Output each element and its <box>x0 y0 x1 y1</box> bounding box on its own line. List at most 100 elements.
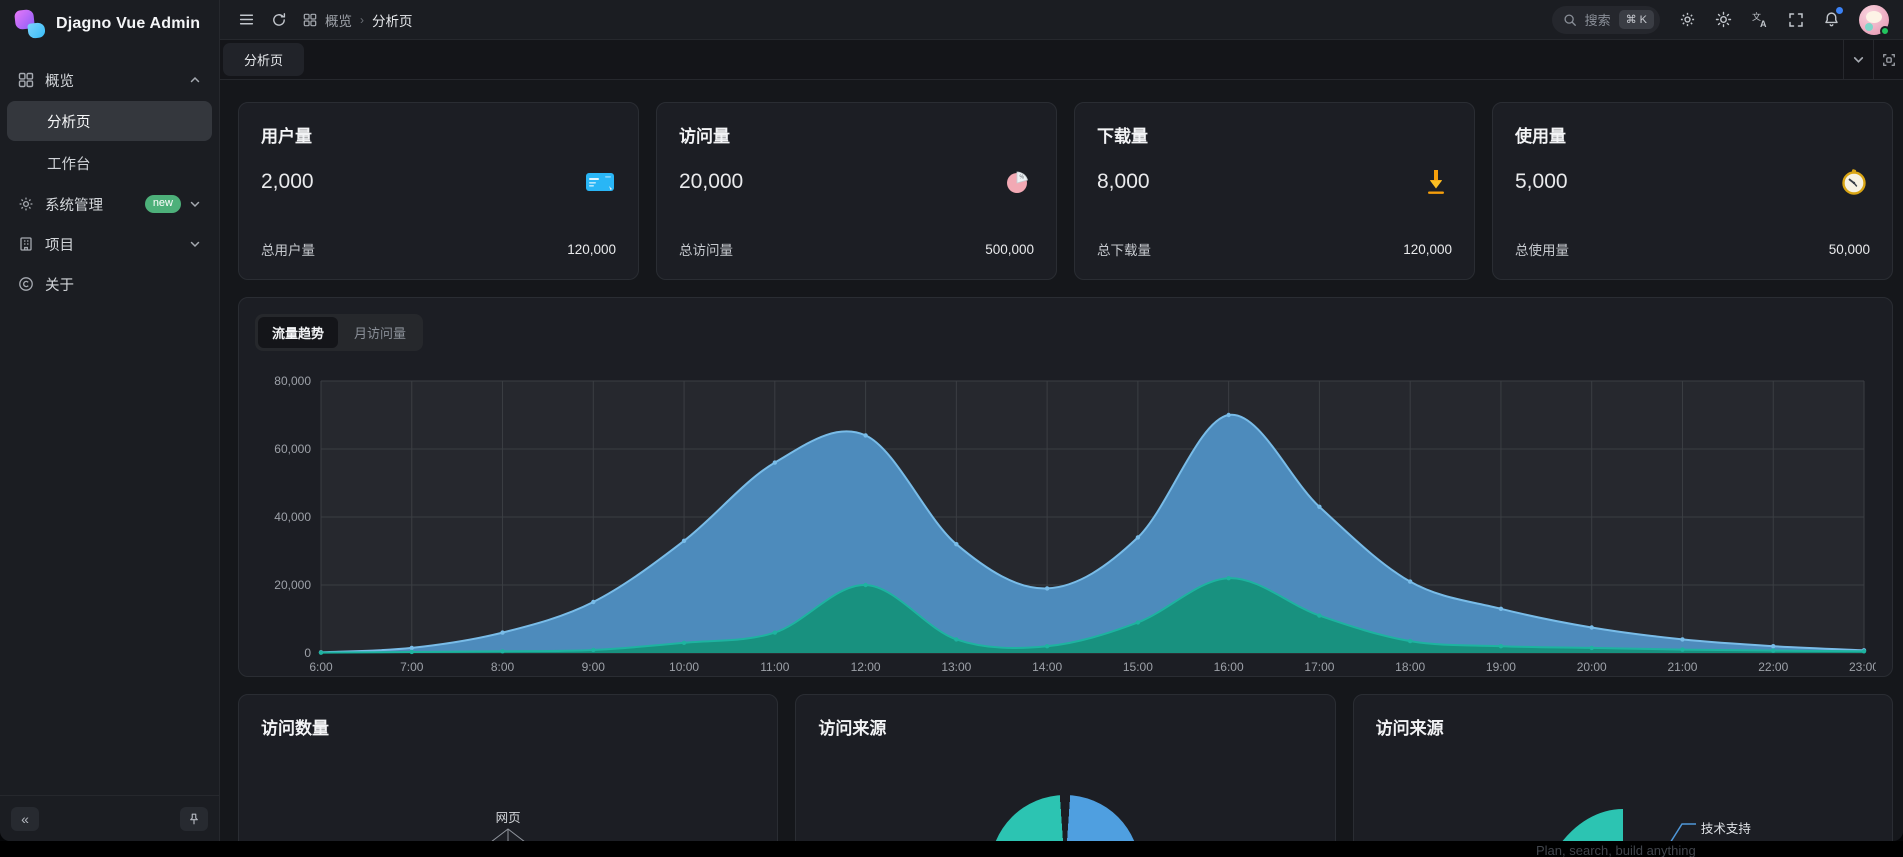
sidebar-item-label: 概览 <box>45 73 74 90</box>
download-icon <box>1420 166 1452 198</box>
svg-text:40,000: 40,000 <box>274 510 311 524</box>
svg-text:60,000: 60,000 <box>274 442 311 456</box>
maximize-icon <box>1882 53 1896 67</box>
bottom-cards-row: 访问数量 网页 访问来源 <box>238 694 1893 841</box>
search-input[interactable]: 搜索 ⌘ K <box>1551 5 1660 34</box>
card-title: 访问来源 <box>1375 719 1444 738</box>
stat-footer-label: 总使用量 <box>1515 243 1569 258</box>
online-status-dot <box>1880 25 1890 36</box>
pie-slice-shape <box>1530 809 1623 841</box>
svg-text:20,000: 20,000 <box>274 578 311 592</box>
tab-traffic-trends[interactable]: 流量趋势 <box>258 317 339 348</box>
svg-text:A: A <box>1760 19 1767 29</box>
pie-chart-icon: % <box>1002 166 1034 198</box>
stat-footer-value: 50,000 <box>1828 241 1870 257</box>
svg-text:14:00: 14:00 <box>1032 660 1062 674</box>
grid-icon <box>18 72 34 88</box>
chevron-up-icon <box>189 74 201 86</box>
background-hint-text: Plan, search, build anything <box>1536 843 1696 857</box>
refresh-icon[interactable] <box>271 12 287 28</box>
visit-source-pie-card: 访问来源 <box>795 694 1336 841</box>
svg-text:18:00: 18:00 <box>1395 660 1425 674</box>
sun-theme-icon[interactable] <box>1715 11 1732 28</box>
pie-label-callout: 技术支持 <box>1663 813 1751 841</box>
traffic-trends-card: 流量趋势 月访问量 0 20,000 40,000 60,000 80,000 6:00 7… <box>238 297 1893 677</box>
gear-icon[interactable] <box>1679 11 1696 28</box>
sidebar-menu: 概览 分析页 工作台 系统管理 <box>0 48 219 304</box>
svg-text:15:00: 15:00 <box>1123 660 1153 674</box>
stat-card-visits: 访问量 20,000 % 总访问量 <box>656 102 1057 280</box>
avatar[interactable] <box>1859 4 1890 36</box>
content: 用户量 2,000 <box>220 80 1903 841</box>
stat-card-title: 使用量 <box>1515 127 1566 146</box>
sidebar-item-analysis[interactable]: 分析页 <box>7 101 212 141</box>
logo-row: Djagno Vue Admin <box>0 0 219 48</box>
sidebar-collapse-button[interactable]: « <box>11 806 39 831</box>
fullscreen-icon[interactable] <box>1788 12 1804 28</box>
sidebar-item-workbench[interactable]: 工作台 <box>7 143 212 183</box>
hamburger-menu-icon[interactable] <box>238 11 255 28</box>
tabs-dropdown-button[interactable] <box>1843 40 1873 79</box>
stat-card-usage: 使用量 5,000 <box>1492 102 1893 280</box>
notifications-bell-icon[interactable] <box>1823 7 1843 28</box>
sidebar-item-projects[interactable]: 项目 <box>7 224 212 264</box>
top-header: 概览 › 分析页 搜索 ⌘ K <box>220 0 1903 40</box>
main-area: 概览 › 分析页 搜索 ⌘ K <box>220 0 1903 841</box>
stat-card-users: 用户量 2,000 <box>238 102 639 280</box>
search-placeholder: 搜索 <box>1584 13 1611 28</box>
maximize-content-button[interactable] <box>1873 40 1903 79</box>
sidebar-item-label: 工作台 <box>47 156 91 173</box>
tab-analysis[interactable]: 分析页 <box>223 43 305 76</box>
stat-cards-row: 用户量 2,000 <box>238 102 1893 280</box>
sidebar-item-about[interactable]: 关于 <box>7 264 212 304</box>
stat-card-value: 2,000 <box>261 170 314 193</box>
callout-line <box>1670 823 1696 841</box>
svg-text:23:00: 23:00 <box>1849 660 1876 674</box>
app-title: Djagno Vue Admin <box>56 15 201 32</box>
chevron-down-icon <box>189 198 201 210</box>
tab-monthly-visits[interactable]: 月访问量 <box>340 317 420 348</box>
sidebar-item-overview[interactable]: 概览 <box>7 60 212 100</box>
stat-footer-label: 总下载量 <box>1097 243 1151 258</box>
pie-slice-label: 技术支持 <box>1700 822 1751 836</box>
stat-card-title: 用户量 <box>261 127 312 146</box>
visit-source-gauge-card: 访问来源 技术支持 <box>1352 694 1893 841</box>
stat-card-value: 5,000 <box>1515 170 1568 193</box>
search-icon <box>1563 13 1577 27</box>
stat-card-downloads: 下载量 8,000 <box>1074 102 1475 280</box>
svg-text:文: 文 <box>1752 11 1761 22</box>
svg-text:20:00: 20:00 <box>1577 660 1607 674</box>
svg-text:6:00: 6:00 <box>309 660 333 674</box>
sidebar-item-label: 分析页 <box>47 114 91 131</box>
pin-icon[interactable] <box>180 806 208 831</box>
building-icon <box>18 236 34 252</box>
sidebar-item-label: 项目 <box>45 237 74 254</box>
chevron-down-icon <box>1852 53 1865 66</box>
language-translate-icon[interactable]: 文 A <box>1751 11 1769 29</box>
radar-tip-shape <box>491 828 525 841</box>
stat-card-title: 下载量 <box>1097 127 1148 146</box>
radar-chart: 网页 <box>488 807 528 841</box>
sidebar-item-label: 系统管理 <box>45 197 103 214</box>
breadcrumb: 概览 › 分析页 <box>303 10 413 30</box>
sidebar-item-system[interactable]: 系统管理 new <box>7 184 212 224</box>
radar-axis-label: 网页 <box>495 811 521 825</box>
svg-text:12:00: 12:00 <box>851 660 881 674</box>
trends-tab-group: 流量趋势 月访问量 <box>255 314 424 351</box>
card-title: 访问来源 <box>818 719 887 738</box>
breadcrumb-overview[interactable]: 概览 <box>325 13 352 29</box>
card-title: 访问数量 <box>261 719 329 738</box>
grid-icon <box>303 13 317 27</box>
stopwatch-icon <box>1838 166 1870 198</box>
svg-text:9:00: 9:00 <box>582 660 606 674</box>
gear-icon <box>18 196 34 212</box>
svg-text:8:00: 8:00 <box>491 660 515 674</box>
svg-text:16:00: 16:00 <box>1214 660 1244 674</box>
traffic-area-chart: 0 20,000 40,000 60,000 80,000 6:00 7:00 8:00 9:0… <box>274 374 1876 674</box>
stat-footer-value: 120,000 <box>567 241 616 257</box>
svg-text:0: 0 <box>304 646 311 660</box>
svg-text:%: % <box>1020 175 1025 181</box>
stat-footer-label: 总访问量 <box>679 243 733 258</box>
